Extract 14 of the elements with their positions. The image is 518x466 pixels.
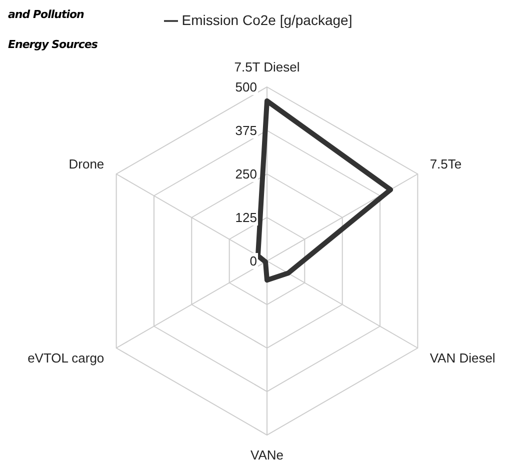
y-tick-label: 125 [235,210,257,225]
spoke-label: 7.5Te [430,156,462,172]
spoke-label: eVTOL cargo [28,350,104,366]
legend-label: Emission Co2e [g/package] [182,12,352,28]
spoke-label: VAN Diesel [430,350,496,366]
spoke-label: VANe [250,448,284,462]
y-tick-label: 375 [235,123,257,138]
spoke-label: 7.5T Diesel [234,60,300,74]
spoke-label: Drone [68,156,104,172]
y-tick-label: 250 [235,166,257,182]
y-tick-label: 500 [235,80,257,94]
y-tick-label: 0 [250,254,257,268]
chart-title: and Pollution [8,8,84,21]
text: Energy Sources [8,38,98,51]
